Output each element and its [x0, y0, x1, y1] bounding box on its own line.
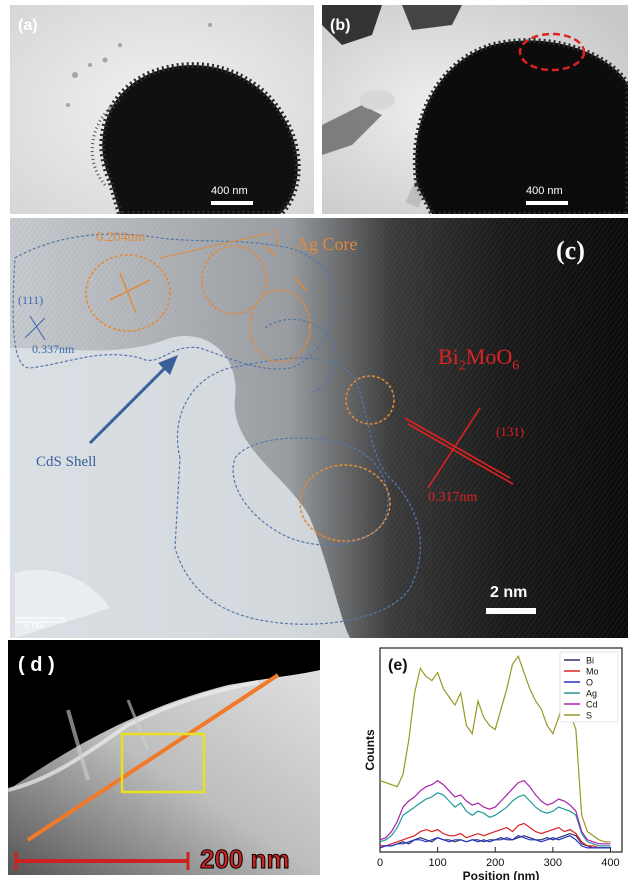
highlight-ellipse: [518, 32, 586, 72]
panel-a-label: (a): [18, 17, 38, 34]
panel-b-scale-label: 400 nm: [526, 185, 563, 197]
bmo-label: Bi2MoO6: [438, 344, 519, 374]
x-tick-label-2: 200: [486, 857, 504, 869]
cds-spacing-label: 0.337nm: [32, 342, 75, 356]
panel-d-haadf-image: ( d ) 200 nm: [8, 640, 320, 875]
panel-c-corner-scale: 5 nm: [24, 620, 45, 630]
x-tick-label-1: 100: [428, 857, 446, 869]
series-line-ag: [379, 792, 611, 847]
panel-c-scale-bar: [486, 608, 536, 614]
panel-c-scale-label: 2 nm: [490, 584, 528, 601]
panel-a-scale-bar: [211, 201, 253, 205]
cds-shell-label: CdS Shell: [36, 454, 97, 470]
panel-c-micrograph: [10, 218, 628, 638]
series-line-cd: [379, 779, 611, 845]
series-line-o: [379, 835, 611, 849]
legend-label-ag: Ag: [586, 689, 597, 699]
panel-b-micrograph: [322, 5, 628, 214]
legend-box: [559, 651, 619, 723]
bmo-name-mid: MoO: [465, 344, 513, 369]
cds-plane-label: (111): [18, 293, 44, 307]
x-tick-label-4: 400: [601, 857, 619, 869]
ag-core-label: Ag Core: [296, 234, 358, 254]
panel-b-label: (b): [330, 17, 351, 34]
bmo-name-main: Bi: [438, 344, 459, 369]
panel-b-scale-bar: [526, 201, 568, 205]
panel-c-label: (c): [556, 236, 585, 265]
panel-e-eds-linescan: 0 100 200 300 400 Position (nm) Counts (e) Bi Mo O…: [324, 640, 629, 880]
panel-d-label: ( d ): [18, 654, 55, 676]
legend-label-s: S: [586, 711, 592, 721]
x-tick-label-3: 300: [544, 857, 562, 869]
legend-label-bi: Bi: [586, 656, 594, 666]
panel-b-tem-image: (b) 400 nm: [322, 5, 628, 214]
x-tick-label-0: 0: [377, 857, 383, 869]
bmo-sub1: 2: [458, 358, 466, 374]
bmo-spacing-label: 0.317nm: [428, 490, 478, 505]
panel-d-scale-label: 200 nm: [200, 844, 291, 875]
roi-box: [120, 732, 206, 794]
series-line-mo: [380, 822, 611, 849]
legend-label-mo: Mo: [586, 667, 599, 677]
x-axis-label: Position (nm): [463, 869, 540, 880]
eds-linescan-chart: 0 100 200 300 400 Position (nm) Counts (e) BiMoO…: [363, 647, 623, 880]
panel-a-scale-label: 400 nm: [211, 185, 248, 197]
linescan-path: [26, 673, 280, 842]
panel-a-tem-image: (a) 400 nm: [10, 5, 314, 214]
ag-spacing-label: 0.204nm: [96, 230, 146, 245]
legend-label-o: O: [586, 678, 593, 688]
y-axis-label: Counts: [363, 729, 377, 771]
panel-e-label: (e): [388, 657, 408, 674]
bmo-plane-label: (131): [496, 424, 525, 439]
legend-label-cd: Cd: [586, 700, 598, 710]
panel-c-hrtem-image: (c) 0.204nm Ag Core (111) 0.337nm CdS Sh…: [10, 218, 628, 638]
panel-a-micrograph: [10, 5, 314, 214]
panel-d-micrograph: [8, 640, 320, 875]
bmo-sub2: 6: [512, 358, 520, 374]
